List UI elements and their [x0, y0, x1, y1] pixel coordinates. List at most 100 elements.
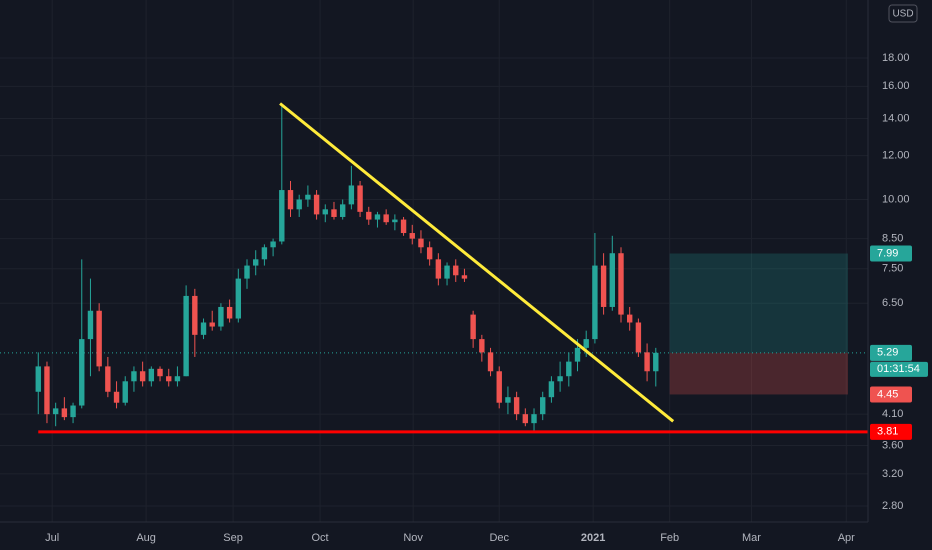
candle-body — [435, 259, 442, 279]
target-zone — [669, 253, 848, 353]
candle-body — [131, 371, 137, 382]
candle-body — [513, 397, 520, 415]
currency-box[interactable] — [888, 4, 918, 23]
candle-body — [79, 339, 85, 406]
countdown: 01:31:54 — [877, 363, 920, 375]
y-tick-label: 8.50 — [882, 233, 903, 245]
candle-body — [261, 247, 268, 260]
candle-body — [626, 314, 633, 323]
y-tick-label: 3.20 — [882, 468, 903, 480]
x-tick-label: Jul — [45, 532, 59, 544]
stop-zone — [669, 352, 848, 395]
candle-body — [574, 347, 581, 362]
candle-body — [635, 322, 642, 353]
price-label: 7.99 — [877, 247, 898, 259]
y-tick-label: 12.00 — [882, 150, 910, 162]
candle-body — [600, 265, 607, 307]
currency[interactable]: USD — [892, 9, 913, 20]
candle-body — [174, 376, 181, 382]
x-tick-label: Mar — [742, 532, 761, 544]
candle-body — [209, 322, 215, 327]
candle-body — [200, 322, 207, 335]
candle-body — [644, 352, 650, 372]
price-label-bg — [870, 386, 912, 403]
x-tick-label: Dec — [489, 532, 509, 544]
candle-body — [87, 310, 94, 340]
candle-body — [113, 391, 120, 403]
candle-body — [52, 408, 59, 415]
price-label-bg — [870, 344, 912, 361]
candle-body — [383, 214, 389, 223]
candle-body — [192, 295, 198, 335]
candle-body — [522, 414, 529, 424]
y-tick-label: 6.50 — [882, 297, 903, 309]
candle-body — [400, 219, 407, 234]
candle-body — [122, 381, 128, 403]
y-tick-label: 7.50 — [882, 263, 903, 275]
candle-body — [96, 310, 102, 367]
x-tick-label: Nov — [403, 532, 423, 544]
candle-body — [339, 204, 346, 217]
y-tick-label: 4.10 — [882, 408, 903, 420]
candle-body — [157, 368, 163, 377]
candle-body — [583, 339, 589, 348]
candle-body — [313, 194, 320, 215]
price-label-bg — [870, 423, 912, 440]
candle-body — [270, 241, 276, 248]
candle-body — [618, 253, 624, 315]
x-tick-label: Apr — [838, 532, 855, 544]
price-label: 4.45 — [877, 388, 898, 400]
y-tick-label: 3.60 — [882, 439, 903, 451]
y-tick-label: 16.00 — [882, 80, 910, 92]
candle-body — [609, 253, 615, 307]
candle-body — [166, 376, 172, 382]
x-tick-label: Oct — [312, 532, 329, 544]
candle-body — [461, 275, 468, 279]
candle-body — [44, 366, 50, 415]
plot — [0, 0, 868, 522]
candle-body — [218, 306, 224, 327]
candle-body — [105, 366, 111, 392]
candle-body — [287, 190, 294, 210]
candle-body — [496, 371, 502, 403]
candle-body — [70, 405, 76, 418]
candle-body — [487, 352, 494, 372]
candle-body — [322, 209, 328, 215]
candle-body — [244, 265, 250, 279]
candle-body — [444, 265, 450, 279]
candle-body — [235, 278, 242, 319]
candle-body — [183, 295, 189, 377]
y-tick-label: 10.00 — [882, 193, 910, 205]
candle-body — [357, 185, 363, 212]
candle-body — [296, 199, 302, 210]
candle-body — [470, 314, 476, 340]
candle-body — [35, 366, 41, 392]
candle-body — [305, 194, 311, 200]
candle-body — [479, 339, 485, 353]
candle-body — [253, 259, 259, 266]
y-tick-label: 18.00 — [882, 52, 910, 64]
candle-body — [348, 185, 355, 205]
candle-body — [366, 211, 372, 220]
trendline — [279, 102, 675, 423]
x-tick-label: Aug — [136, 532, 156, 544]
candle-body — [374, 214, 381, 220]
candle-body — [226, 306, 233, 319]
candle-body — [557, 376, 563, 382]
candle-body — [592, 265, 598, 340]
candle-body — [331, 209, 337, 217]
y-tick-label: 14.00 — [882, 112, 910, 124]
candle-body — [426, 247, 433, 260]
x-tick-label: Feb — [660, 532, 679, 544]
candle-body — [505, 397, 511, 403]
price-label-bg — [870, 245, 912, 262]
candle-body — [566, 361, 572, 377]
candle-body — [279, 190, 285, 242]
price-label: 3.81 — [877, 426, 898, 438]
candle-body — [418, 238, 424, 248]
x-tick-label: 2021 — [581, 532, 605, 544]
candle-body — [531, 414, 537, 424]
x-tick-label: Sep — [223, 532, 243, 544]
